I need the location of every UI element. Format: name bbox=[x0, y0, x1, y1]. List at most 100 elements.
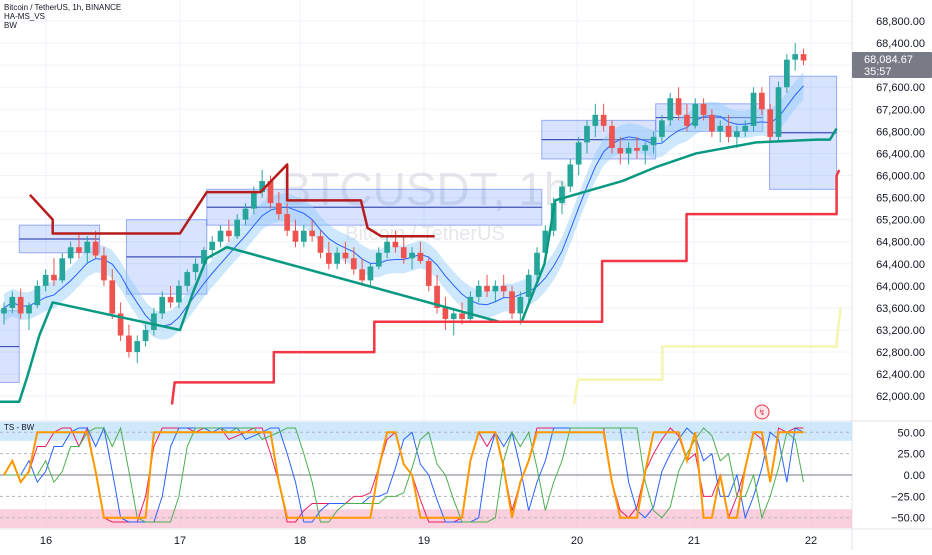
lower-tick-label: −25.00 bbox=[891, 491, 925, 503]
candle-body bbox=[592, 114, 599, 126]
candle-body bbox=[209, 241, 216, 250]
indicator-ha-ms-vs[interactable]: HA-MS_VS bbox=[4, 12, 45, 21]
candle-body bbox=[742, 125, 749, 132]
time-tick-label: 19 bbox=[418, 535, 430, 547]
candle-body bbox=[226, 230, 232, 237]
time-tick-label: 18 bbox=[294, 535, 306, 547]
candle-body bbox=[759, 92, 765, 110]
candle-body bbox=[59, 258, 66, 281]
symbol-title[interactable]: Bitcoin / TetherUS, 1h, BINANCE bbox=[4, 3, 122, 12]
candle-body bbox=[617, 147, 624, 154]
indicator-bw[interactable]: BW bbox=[4, 21, 17, 30]
lower-tick-label: −50.00 bbox=[891, 513, 925, 525]
candle-body bbox=[392, 241, 399, 248]
candle-body bbox=[26, 305, 32, 314]
candle-body bbox=[717, 125, 724, 132]
lower-pane-title: TS - BW bbox=[4, 423, 35, 432]
candle-body bbox=[217, 230, 224, 242]
candle-body bbox=[317, 236, 324, 253]
candle-body bbox=[259, 181, 266, 193]
price-tag-countdown: 35:57 bbox=[864, 66, 892, 78]
candle-body bbox=[151, 313, 157, 330]
price-tick-label: 62,000.00 bbox=[876, 391, 925, 403]
candle-body bbox=[34, 285, 41, 306]
candles[interactable] bbox=[1, 43, 807, 364]
price-tick-label: 65,600.00 bbox=[876, 193, 925, 205]
lower-tick-label: 0.00 bbox=[904, 470, 925, 482]
candle-body bbox=[425, 261, 432, 286]
candle-body bbox=[51, 274, 57, 281]
candle-body bbox=[117, 313, 124, 336]
candle-body bbox=[76, 247, 82, 253]
candle-body bbox=[1, 307, 7, 314]
candle-body bbox=[134, 341, 141, 353]
candle-body bbox=[575, 142, 582, 165]
osc-orange bbox=[3, 431, 804, 519]
time-tick-label: 20 bbox=[571, 535, 583, 547]
price-tick-label: 66,800.00 bbox=[876, 126, 925, 138]
last-price-tag: 68,084.67 35:57 bbox=[852, 52, 932, 78]
time-axis[interactable]: 16 17 18 19 20 21 22 bbox=[40, 535, 817, 547]
candle-body bbox=[800, 54, 807, 61]
candle-body bbox=[350, 258, 357, 270]
candle-body bbox=[700, 103, 707, 115]
price-tick-label: 64,800.00 bbox=[876, 237, 925, 249]
candle-body bbox=[600, 114, 607, 126]
alert-icon[interactable]: ↯ bbox=[754, 404, 770, 420]
candle-body bbox=[675, 98, 682, 115]
price-tick-label: 67,600.00 bbox=[876, 82, 925, 94]
price-tick-label: 67,200.00 bbox=[876, 104, 925, 116]
candle-body bbox=[176, 285, 182, 303]
lower-pane-title-text: TS - BW bbox=[4, 423, 35, 432]
time-tick-label: 16 bbox=[40, 535, 52, 547]
price-tag-box bbox=[852, 52, 932, 78]
candle-body bbox=[684, 114, 690, 126]
candle-body bbox=[342, 252, 349, 259]
candle-body bbox=[659, 120, 665, 137]
price-tag-value: 68,084.67 bbox=[864, 54, 913, 66]
candle-body bbox=[17, 296, 24, 314]
candle-body bbox=[242, 208, 249, 220]
lower-band bbox=[0, 422, 852, 441]
svg-text:↯: ↯ bbox=[759, 408, 766, 417]
step-line-3 bbox=[572, 307, 842, 405]
price-tick-label: 64,400.00 bbox=[876, 259, 925, 271]
step-line-0 bbox=[28, 163, 435, 238]
candle-body bbox=[92, 241, 99, 256]
candle-body bbox=[542, 230, 549, 253]
candle-body bbox=[492, 285, 499, 292]
candle-body bbox=[642, 145, 649, 151]
candle-body bbox=[292, 230, 299, 242]
candle-body bbox=[667, 98, 674, 121]
candle-body bbox=[409, 252, 415, 259]
candle-body bbox=[792, 54, 799, 60]
price-tick-label: 63,200.00 bbox=[876, 325, 925, 337]
candle-body bbox=[101, 255, 107, 281]
candle-body bbox=[250, 192, 257, 209]
candle-body bbox=[184, 272, 191, 286]
candle-body bbox=[325, 252, 332, 264]
candle-body bbox=[775, 87, 782, 137]
candle-body bbox=[692, 103, 699, 126]
watermark-name: Bitcoin / TetherUS bbox=[345, 223, 505, 245]
candle-body bbox=[284, 214, 291, 231]
candle-body bbox=[300, 230, 307, 242]
candle-body bbox=[109, 280, 116, 314]
candle-body bbox=[434, 285, 440, 308]
candle-body bbox=[709, 114, 715, 132]
candle-body bbox=[234, 219, 241, 237]
candle-body bbox=[67, 247, 74, 259]
candle-body bbox=[84, 241, 91, 253]
candle-body bbox=[567, 164, 574, 187]
candle-body bbox=[767, 109, 774, 137]
lower-pane[interactable]: 50.00 25.00 0.00 −25.00 −50.00 bbox=[0, 422, 925, 528]
candle-body bbox=[167, 296, 174, 303]
candle-body bbox=[459, 313, 465, 319]
candle-body bbox=[384, 241, 390, 253]
candle-body bbox=[400, 247, 407, 259]
candle-body bbox=[192, 263, 199, 273]
price-tick-label: 68,400.00 bbox=[876, 38, 925, 50]
candle-body bbox=[750, 92, 757, 126]
